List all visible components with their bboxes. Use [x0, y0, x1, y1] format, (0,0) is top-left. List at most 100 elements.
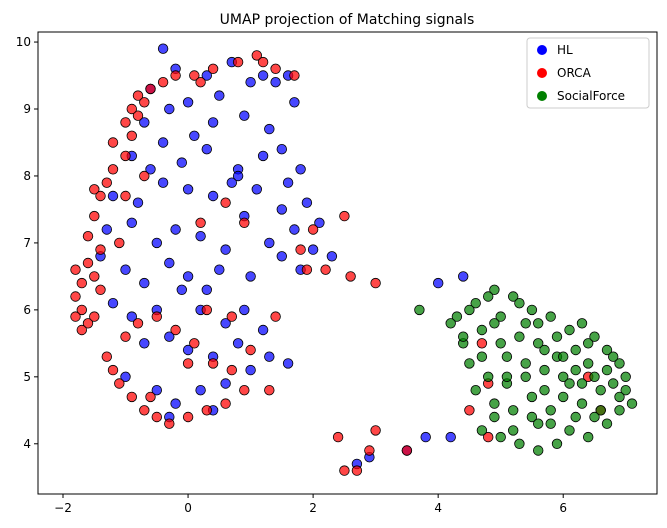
- point-hl-86: [445, 431, 456, 443]
- point-socialforce-40: [514, 438, 525, 450]
- point-hl-12: [289, 97, 300, 108]
- point-orca-8: [70, 311, 81, 322]
- point-orca-81: [126, 103, 138, 115]
- point-hl-28: [132, 197, 144, 208]
- point-orca-27: [107, 137, 119, 148]
- point-hl-66: [164, 331, 175, 342]
- point-orca-16: [132, 110, 144, 121]
- point-socialforce-36: [583, 431, 594, 443]
- point-orca-70: [295, 244, 306, 255]
- point-orca-9: [89, 311, 100, 322]
- point-socialforce-42: [551, 438, 563, 450]
- point-socialforce-68: [583, 358, 594, 369]
- point-hl-13: [139, 117, 150, 128]
- point-socialforce-4: [526, 304, 538, 316]
- point-socialforce-56: [551, 331, 563, 342]
- point-hl-63: [239, 304, 250, 316]
- point-socialforce-77: [589, 411, 600, 423]
- point-socialforce-71: [539, 344, 550, 356]
- point-socialforce-0: [451, 311, 463, 322]
- point-hl-25: [257, 150, 269, 162]
- series-orca: [70, 50, 606, 476]
- point-orca-11: [95, 190, 106, 202]
- point-socialforce-5: [545, 311, 556, 322]
- point-orca-67: [345, 271, 356, 282]
- point-socialforce-67: [564, 378, 575, 389]
- point-orca-85: [145, 391, 156, 403]
- point-socialforce-58: [514, 298, 525, 309]
- point-hl-37: [126, 217, 138, 229]
- y-tick-label: 8: [23, 169, 31, 183]
- point-socialforce-45: [464, 304, 475, 316]
- point-socialforce-61: [458, 331, 469, 342]
- point-hl-11: [270, 76, 281, 88]
- point-hl-45: [307, 244, 319, 255]
- point-socialforce-24: [539, 385, 550, 396]
- point-orca-0: [70, 264, 81, 275]
- point-orca-26: [289, 70, 300, 81]
- point-socialforce-53: [608, 351, 619, 362]
- point-hl-14: [157, 137, 169, 148]
- point-orca-1: [76, 277, 88, 289]
- point-orca-5: [89, 271, 100, 282]
- legend-label-hl: HL: [557, 43, 573, 57]
- legend-marker-socialforce: [537, 91, 547, 101]
- point-orca-32: [114, 378, 125, 389]
- point-orca-50: [220, 197, 231, 208]
- point-orca-4: [82, 318, 94, 329]
- point-orca-65: [401, 445, 413, 456]
- point-orca-48: [245, 344, 256, 356]
- point-orca-53: [226, 311, 238, 322]
- point-orca-23: [232, 56, 244, 68]
- point-socialforce-34: [545, 418, 556, 429]
- point-orca-43: [151, 311, 163, 322]
- point-hl-77: [245, 364, 256, 376]
- point-orca-14: [120, 150, 131, 162]
- point-socialforce-44: [445, 318, 456, 329]
- point-socialforce-23: [520, 371, 531, 383]
- point-hl-43: [264, 237, 275, 249]
- point-socialforce-27: [595, 405, 606, 416]
- point-socialforce-39: [495, 431, 506, 443]
- x-tick-label: −2: [54, 501, 72, 515]
- point-orca-21: [189, 70, 200, 81]
- point-orca-59: [139, 170, 150, 182]
- point-orca-7: [82, 257, 94, 269]
- point-orca-31: [107, 364, 119, 376]
- point-socialforce-30: [470, 385, 481, 396]
- legend: HL ORCA SocialForce: [526, 37, 650, 109]
- point-socialforce-46: [483, 291, 494, 302]
- point-hl-5: [257, 70, 269, 81]
- point-orca-49: [195, 217, 206, 229]
- point-orca-72: [339, 210, 350, 222]
- point-socialforce-16: [570, 364, 581, 376]
- axes: −2 0 2 4 6 4 5 6 7 8 9 10: [16, 31, 658, 515]
- point-socialforce-70: [520, 318, 531, 329]
- point-hl-40: [195, 230, 206, 242]
- point-socialforce-19: [620, 385, 631, 396]
- point-socialforce-7: [583, 338, 594, 349]
- point-socialforce-32: [508, 405, 519, 416]
- point-socialforce-63: [489, 411, 500, 423]
- point-hl-55: [276, 251, 288, 262]
- point-socialforce-41: [533, 445, 544, 456]
- point-socialforce-12: [495, 311, 506, 322]
- point-orca-55: [82, 230, 94, 242]
- point-socialforce-52: [595, 385, 606, 396]
- point-orca-42: [132, 318, 144, 329]
- point-socialforce-17: [589, 371, 600, 383]
- point-hl-31: [207, 190, 219, 202]
- point-orca-20: [170, 70, 181, 81]
- point-hl-33: [251, 184, 262, 195]
- legend-label-orca: ORCA: [557, 66, 592, 80]
- point-orca-71: [307, 224, 319, 235]
- point-hl-69: [232, 338, 244, 349]
- point-socialforce-11: [476, 324, 488, 336]
- point-hl-53: [214, 264, 225, 275]
- point-orca-3: [76, 304, 88, 316]
- point-orca-24: [251, 50, 262, 61]
- point-socialforce-62: [414, 304, 425, 316]
- point-orca-80: [89, 184, 100, 195]
- legend-label-socialforce: SocialForce: [557, 89, 625, 103]
